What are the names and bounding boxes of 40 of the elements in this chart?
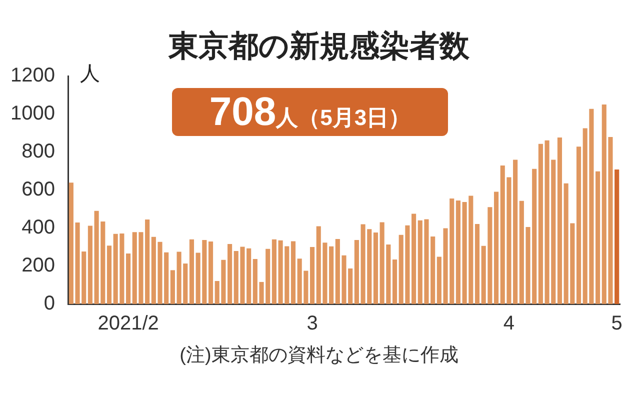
bar xyxy=(513,160,518,304)
y-tick-label: 800 xyxy=(22,140,55,163)
annotation: 708人（5月3日） xyxy=(209,90,411,134)
bar xyxy=(310,247,315,304)
x-tick-label: 3 xyxy=(306,312,318,335)
bar xyxy=(576,146,582,304)
y-tick-label: 1000 xyxy=(10,102,55,125)
bar xyxy=(228,244,232,304)
x-tick-label: 2021/2 xyxy=(98,312,159,335)
bar xyxy=(145,219,150,304)
bar xyxy=(474,224,480,304)
bar xyxy=(392,260,398,304)
bar xyxy=(290,241,296,304)
x-tick-label: 5 xyxy=(611,312,622,335)
bar xyxy=(412,214,416,304)
y-tick-label: 600 xyxy=(22,178,55,201)
bar xyxy=(494,192,499,304)
bar xyxy=(596,171,600,304)
bar xyxy=(272,239,276,304)
text: (注)東京都の資料などを基に作成 xyxy=(178,344,460,368)
bar xyxy=(557,138,562,304)
bar xyxy=(88,226,92,304)
y-axis-title: 人 xyxy=(80,62,100,87)
y-tick-label: 400 xyxy=(22,216,55,239)
bar xyxy=(208,241,214,304)
bar xyxy=(106,246,112,304)
y-tick-label: 200 xyxy=(22,254,55,277)
bar xyxy=(354,240,359,304)
y-tick-label: 0 xyxy=(44,292,55,315)
chart-title: 東京都の新規感染者数 xyxy=(168,30,470,63)
bar xyxy=(456,200,460,304)
y-tick-label: 1200 xyxy=(10,64,55,87)
bar xyxy=(538,144,543,304)
bar xyxy=(329,246,334,304)
bar xyxy=(373,232,378,304)
bar xyxy=(614,169,620,304)
x-tick-label: 4 xyxy=(503,312,515,335)
bar xyxy=(189,239,194,304)
bar xyxy=(170,270,175,304)
bar xyxy=(126,253,131,304)
